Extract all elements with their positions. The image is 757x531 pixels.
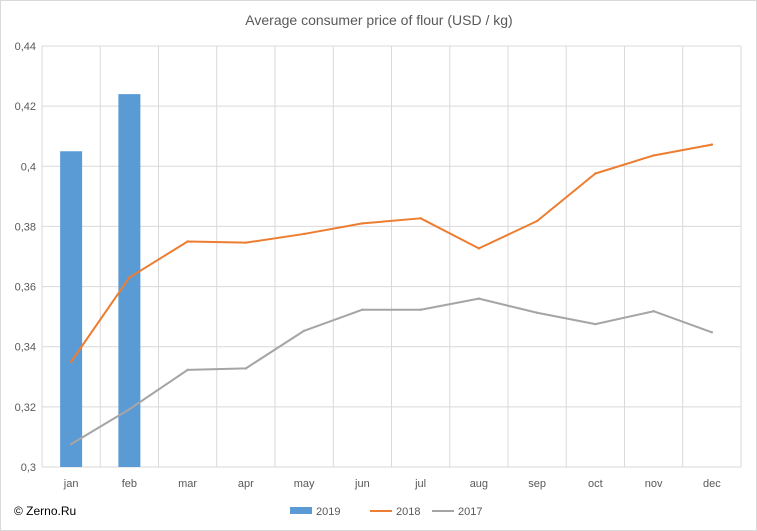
y-axis-tick-labels: 0,3 0,32 0,34 0,36 0,38 0,4 0,42 0,44 (15, 41, 36, 474)
bar-2019 (118, 94, 141, 467)
point-2017 (652, 310, 655, 313)
point-2017 (128, 408, 131, 411)
point-2017 (69, 442, 73, 446)
x-tick-label: feb (122, 478, 137, 490)
point-2018 (128, 276, 131, 279)
y-tick-label: 0,34 (15, 342, 36, 354)
y-tick-label: 0,36 (15, 282, 36, 294)
x-axis-tick-labels: jan feb mar apr may jun jul aug sep oct nov dec (63, 478, 721, 490)
x-tick-label: apr (238, 478, 254, 490)
y-tick-label: 0,32 (15, 402, 36, 414)
point-2017 (594, 322, 597, 326)
x-tick-label: sep (528, 478, 546, 490)
point-2018 (244, 241, 248, 244)
x-tick-label: dec (703, 478, 721, 490)
series-lines (69, 143, 714, 446)
point-2018 (535, 219, 539, 223)
x-tick-label: jan (63, 478, 79, 490)
point-2017 (361, 308, 364, 311)
legend: 2019 2018 2017 (290, 506, 482, 518)
legend-label-2017: 2017 (458, 506, 482, 518)
y-tick-label: 0,42 (15, 101, 36, 113)
point-2018 (477, 247, 481, 250)
y-tick-label: 0,44 (15, 41, 36, 53)
y-tick-label: 0,4 (21, 161, 36, 173)
legend-label-2018: 2018 (396, 506, 420, 518)
point-2017 (419, 308, 422, 311)
point-2017 (477, 297, 481, 300)
gridlines (41, 45, 742, 468)
copyright-text: © Zerno.Ru (14, 504, 76, 518)
point-2018 (710, 143, 714, 146)
point-2017 (186, 368, 189, 372)
chart-title: Average consumer price of flour (USD / k… (245, 12, 512, 28)
y-tick-label: 0,3 (21, 462, 36, 474)
point-2018 (361, 222, 364, 225)
bar-2019 (60, 151, 83, 467)
y-tick-label: 0,38 (15, 221, 36, 233)
point-2017 (535, 311, 539, 314)
x-tick-label: nov (645, 478, 663, 490)
point-2017 (244, 367, 248, 370)
point-2018 (652, 154, 655, 157)
x-tick-label: jun (354, 478, 370, 490)
x-tick-label: jul (414, 478, 426, 490)
point-2017 (710, 331, 714, 334)
line-series-2017 (70, 297, 713, 446)
point-2018 (69, 360, 73, 363)
x-tick-label: may (294, 478, 315, 490)
point-2018 (594, 172, 597, 175)
line-series-2018 (70, 143, 713, 363)
point-2017 (302, 329, 306, 332)
x-tick-label: oct (588, 478, 603, 490)
point-2018 (419, 217, 422, 220)
x-tick-label: aug (470, 478, 488, 490)
series-2019-bars (60, 94, 141, 467)
point-2018 (302, 232, 306, 236)
legend-swatch-2019 (290, 507, 312, 514)
legend-label-2019: 2019 (316, 506, 340, 518)
point-2018 (186, 240, 189, 243)
x-tick-label: mar (178, 478, 197, 490)
